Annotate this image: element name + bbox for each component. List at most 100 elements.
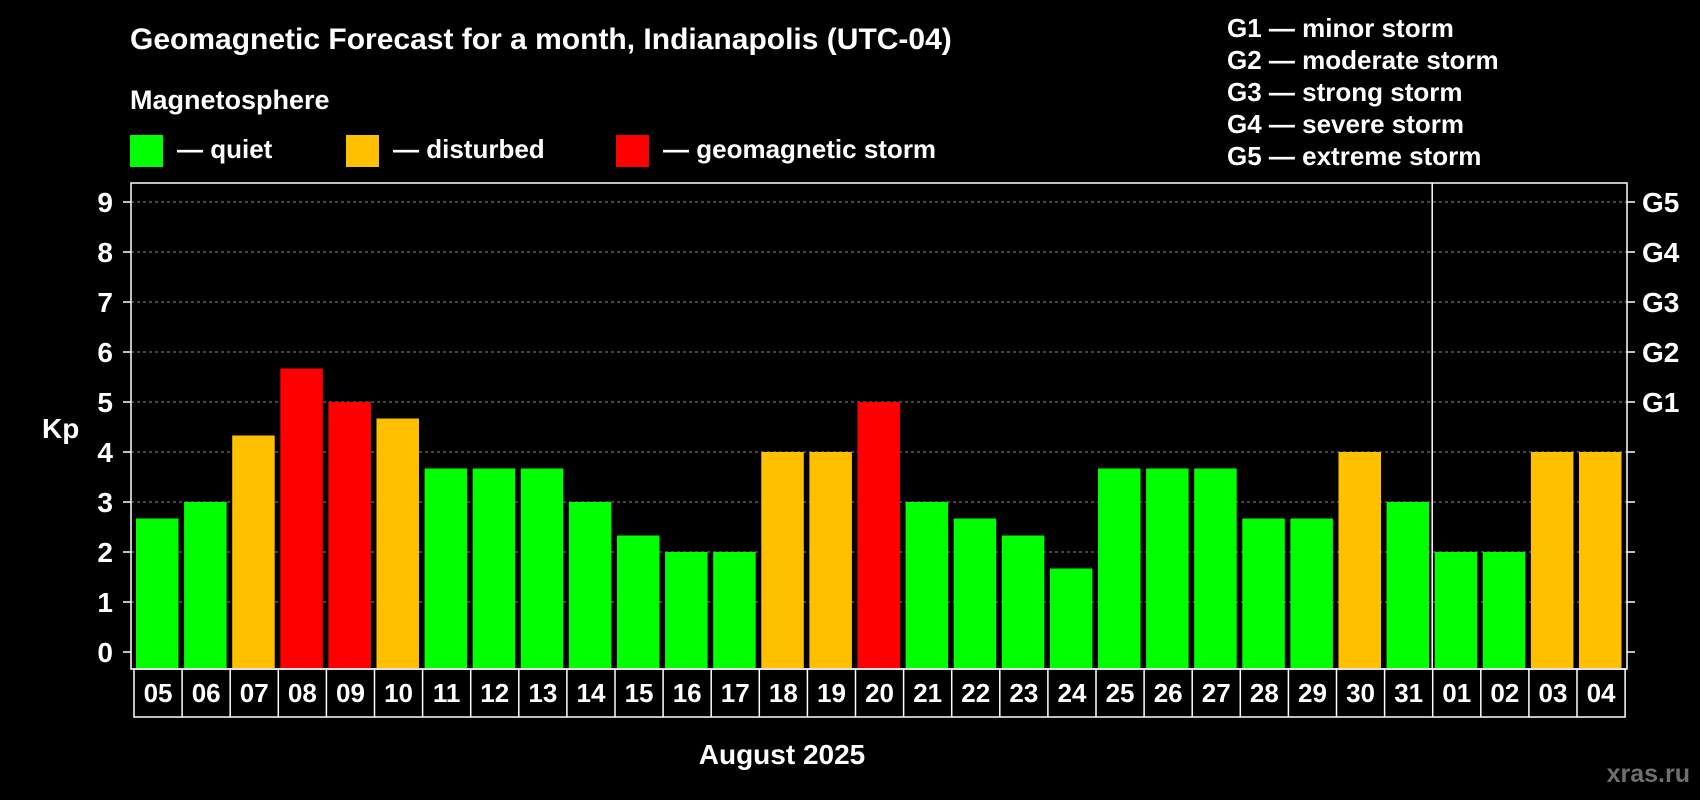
y-tick-label: 0 — [97, 637, 113, 668]
bar — [472, 468, 516, 668]
y-tick-label: 9 — [97, 187, 113, 218]
date-label: 30 — [1346, 678, 1375, 708]
date-label: 26 — [1154, 678, 1183, 708]
date-label: 13 — [528, 678, 557, 708]
bar — [1482, 552, 1526, 668]
right-axis-label: G2 — [1642, 337, 1679, 368]
bar — [1049, 568, 1093, 668]
bar — [520, 468, 564, 668]
date-label: 03 — [1538, 678, 1567, 708]
bars — [136, 368, 1622, 668]
bar — [905, 502, 949, 668]
date-label: 04 — [1587, 678, 1616, 708]
storm-scale-g5: G5 — extreme storm — [1227, 141, 1481, 171]
storm-scale-g2: G2 — moderate storm — [1227, 45, 1499, 75]
date-label: 19 — [817, 678, 846, 708]
date-label: 10 — [384, 678, 413, 708]
storm-scale-g3: G3 — strong storm — [1227, 77, 1462, 107]
bar — [1386, 502, 1430, 668]
date-label: 06 — [192, 678, 221, 708]
bar — [1098, 468, 1141, 668]
date-label: 02 — [1490, 678, 1519, 708]
date-label: 15 — [625, 678, 654, 708]
bar — [280, 368, 323, 668]
y-tick-label: 2 — [97, 537, 113, 568]
y-tick-label: 6 — [97, 337, 113, 368]
date-label: 20 — [865, 678, 894, 708]
bar — [1290, 518, 1333, 668]
date-label: 05 — [144, 678, 173, 708]
date-label: 22 — [961, 678, 990, 708]
legend-label-storm: — geomagnetic storm — [663, 134, 936, 164]
storm-scale-g1: G1 — minor storm — [1227, 13, 1454, 43]
bar — [617, 535, 660, 668]
date-label: 17 — [721, 678, 750, 708]
right-axis-label: G3 — [1642, 287, 1679, 318]
bar — [1579, 452, 1622, 668]
bar — [713, 552, 756, 668]
bar — [857, 402, 900, 668]
date-label: 25 — [1106, 678, 1135, 708]
date-label: 08 — [288, 678, 317, 708]
bar — [424, 468, 468, 668]
storm-scale-legend: G1 — minor storm G2 — moderate storm G3 … — [1227, 13, 1499, 171]
date-label: 29 — [1298, 678, 1327, 708]
right-axis-storm-labels: G1 G2 G3 G4 G5 — [1642, 187, 1680, 418]
chart-subtitle: Magnetosphere — [130, 85, 330, 115]
date-label: 23 — [1009, 678, 1038, 708]
date-label: 21 — [913, 678, 942, 708]
bar — [376, 418, 419, 668]
storm-scale-g4: G4 — severe storm — [1227, 109, 1464, 139]
right-axis-label: G4 — [1642, 237, 1680, 268]
bar — [568, 502, 612, 668]
right-axis-label: G1 — [1642, 387, 1679, 418]
date-label: 07 — [240, 678, 269, 708]
date-label: 24 — [1057, 678, 1086, 708]
bar — [761, 452, 804, 668]
bar — [136, 518, 179, 668]
date-labels: 05 06 07 08 09 10 11 12 13 14 15 16 17 18 19 20 21 22 23 24… — [133, 668, 1626, 718]
date-label: 09 — [336, 678, 365, 708]
bar — [328, 402, 371, 668]
date-label: 27 — [1202, 678, 1231, 708]
y-tick-label: 1 — [97, 587, 113, 618]
color-legend: — quiet — disturbed — geomagnetic storm — [130, 134, 936, 167]
y-axis-label: Kp — [42, 413, 79, 444]
date-label: 01 — [1442, 678, 1471, 708]
bar — [1530, 452, 1574, 668]
date-label: 28 — [1250, 678, 1279, 708]
bar — [232, 435, 275, 668]
date-label: 18 — [769, 678, 798, 708]
bar — [1001, 535, 1045, 668]
y-axis-ticks: 0 1 2 3 4 5 6 7 8 9 — [97, 187, 1635, 668]
legend-label-quiet: — quiet — [177, 134, 273, 164]
bar — [1338, 452, 1381, 668]
x-axis-label: August 2025 — [699, 739, 866, 770]
chart-title: Geomagnetic Forecast for a month, Indian… — [130, 23, 952, 56]
date-strip-frame — [133, 668, 1626, 718]
y-tick-label: 4 — [97, 437, 113, 468]
bar — [809, 452, 852, 668]
y-tick-label: 8 — [97, 237, 113, 268]
right-axis-label: G5 — [1642, 187, 1679, 218]
y-tick-label: 3 — [97, 487, 113, 518]
y-tick-label: 5 — [97, 387, 113, 418]
date-label: 14 — [576, 678, 605, 708]
date-label: 31 — [1394, 678, 1423, 708]
watermark: xras.ru — [1607, 760, 1690, 788]
date-label: 16 — [673, 678, 702, 708]
bar — [1434, 552, 1478, 668]
bar — [184, 502, 227, 668]
legend-swatch-disturbed — [346, 135, 379, 167]
legend-swatch-quiet — [130, 135, 163, 167]
date-label: 12 — [480, 678, 509, 708]
bar — [1242, 518, 1285, 668]
y-tick-label: 7 — [97, 287, 113, 318]
bar — [953, 518, 997, 668]
legend-swatch-storm — [616, 135, 649, 167]
bar — [665, 552, 708, 668]
bar — [1146, 468, 1189, 668]
bar — [1194, 468, 1237, 668]
date-label: 11 — [433, 678, 461, 708]
